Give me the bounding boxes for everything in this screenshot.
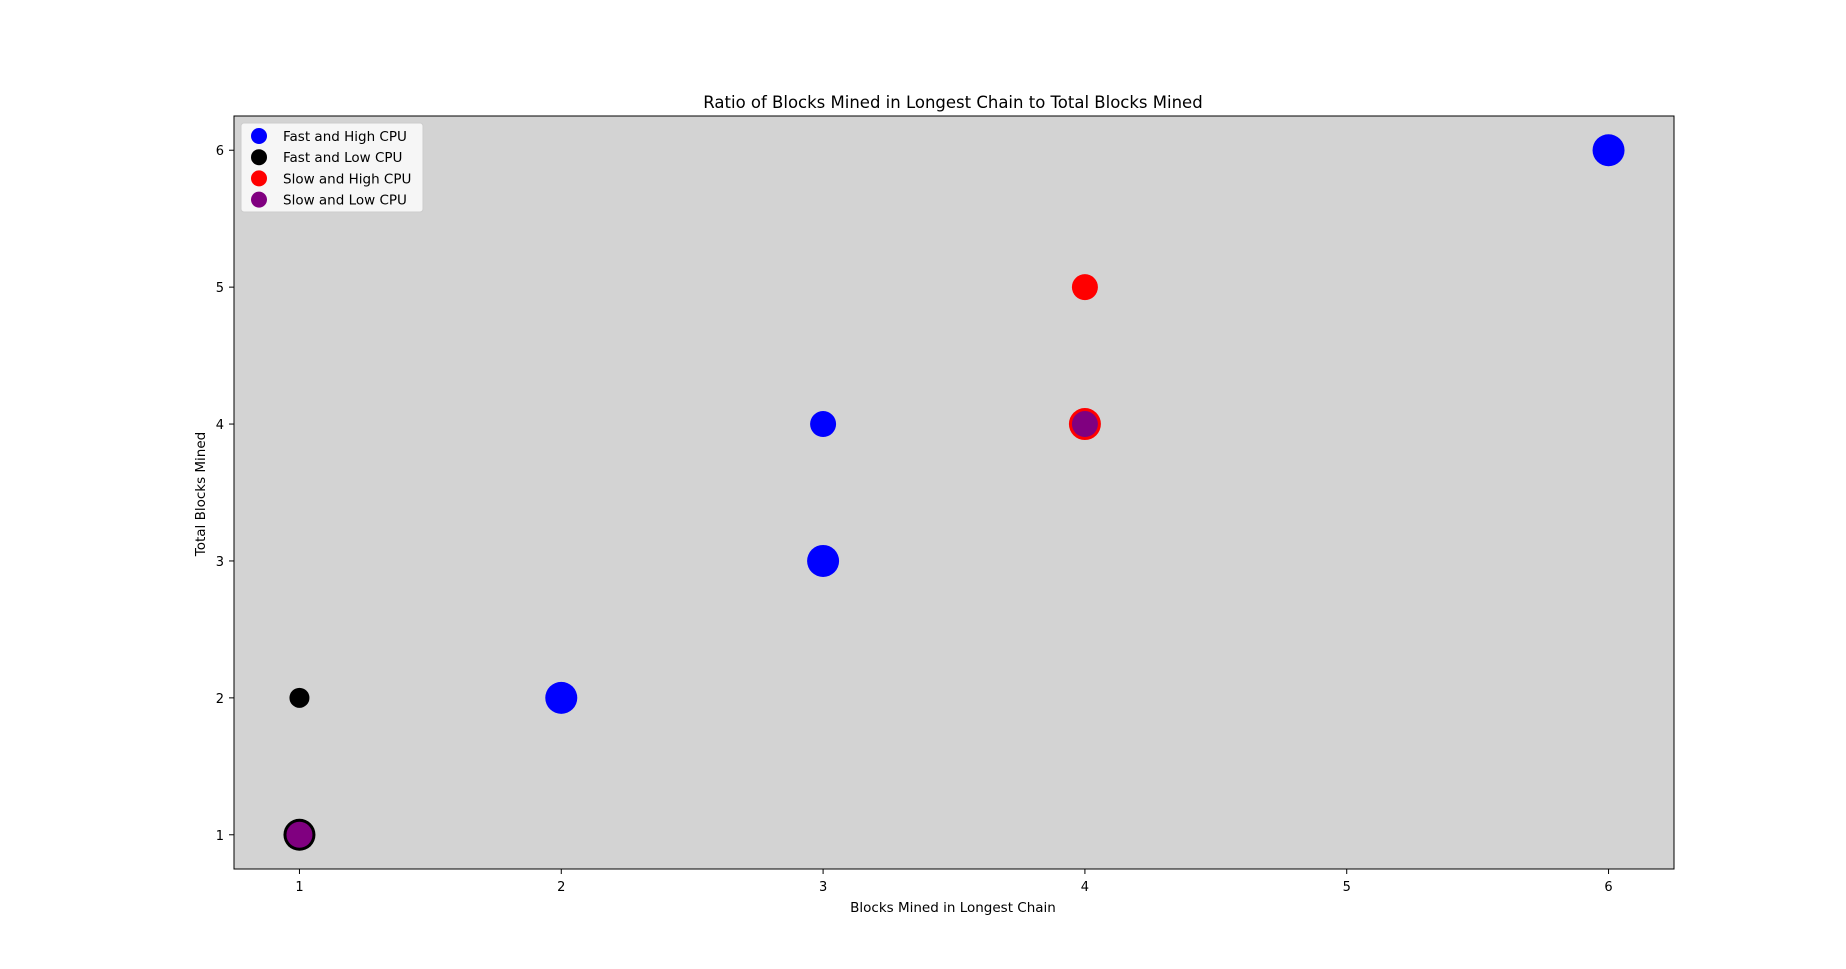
legend-label: Slow and Low CPU — [283, 193, 407, 209]
x-tick-label: 5 — [1343, 880, 1351, 895]
data-point — [810, 411, 837, 438]
y-tick-label: 1 — [216, 829, 224, 844]
legend-marker — [251, 170, 267, 187]
y-tick-label: 2 — [216, 692, 224, 707]
data-point — [289, 687, 310, 708]
y-tick-label: 6 — [216, 144, 224, 159]
x-axis-label: Blocks Mined in Longest Chain — [850, 900, 1056, 916]
y-tick-label: 3 — [216, 555, 224, 570]
y-axis-ticks: 1 2 3 4 5 6 — [216, 144, 234, 844]
plot-frame — [233, 115, 1675, 870]
data-points — [283, 134, 1625, 851]
legend-label: Slow and High CPU — [283, 171, 411, 187]
x-axis-ticks: 1 2 3 4 5 6 — [295, 869, 1613, 895]
y-tick-label: 5 — [216, 281, 224, 296]
legend-items: Fast and High CPU Fast and Low CPU Slow an… — [251, 128, 411, 209]
x-tick-label: 3 — [819, 880, 827, 895]
data-point — [807, 544, 840, 577]
legend: Fast and High CPU Fast and Low CPU Slow an… — [240, 122, 424, 213]
plot-area — [234, 116, 1674, 869]
legend-label: Fast and Low CPU — [283, 150, 402, 166]
legend-label: Fast and High CPU — [283, 129, 407, 145]
data-point — [1592, 134, 1625, 167]
data-point — [1071, 274, 1098, 301]
legend-box — [240, 122, 424, 213]
legend-marker — [251, 128, 267, 144]
chart-title: Ratio of Blocks Mined in Longest Chain t… — [703, 93, 1202, 112]
legend-marker — [251, 149, 267, 166]
data-point — [545, 681, 578, 714]
y-axis-label: Total Blocks Mined — [193, 432, 209, 558]
x-tick-label: 1 — [295, 880, 303, 895]
data-point — [1071, 411, 1098, 438]
x-tick-label: 6 — [1604, 880, 1612, 895]
data-point — [286, 821, 313, 848]
y-tick-label: 4 — [216, 418, 224, 433]
legend-marker — [251, 191, 267, 208]
x-tick-label: 2 — [557, 880, 565, 895]
x-tick-label: 4 — [1081, 880, 1089, 895]
